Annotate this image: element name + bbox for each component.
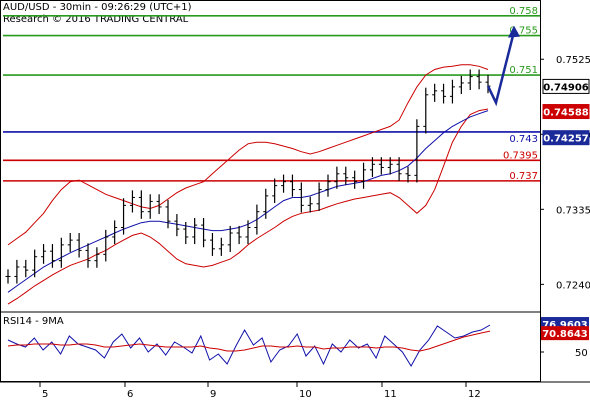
chart-title: AUD/USD - 30min - 09:26:29 (UTC+1): [3, 2, 192, 13]
level-label: 0.743: [509, 134, 538, 145]
rsi-value-box: [541, 326, 589, 341]
x-tick-label: 6: [127, 389, 133, 400]
level-label: 0.751: [509, 65, 538, 76]
price-box-support: [542, 104, 590, 120]
level-label: 0.755: [509, 26, 538, 37]
rsi-value-label: 76.9603: [542, 320, 588, 331]
price-box-label: 0.74257: [543, 134, 589, 145]
level-label: 0.7395: [503, 150, 538, 161]
bollinger-upper-band: [7, 64, 489, 246]
y-tick-label: 0.7335: [556, 205, 590, 216]
copyright-text: Research © 2016 TRADING CENTRAL: [3, 14, 189, 25]
x-tick-label: 9: [210, 389, 216, 400]
bollinger-lower-band: [7, 108, 489, 305]
price-box-pivot: [542, 130, 590, 146]
rsi-tick-label: 50: [575, 348, 588, 359]
rsi-line: [7, 324, 491, 367]
rsi-value-label: 70.8643: [542, 329, 588, 340]
rsi-ma-line: [7, 330, 491, 352]
y-tick-label: 0.7525: [556, 55, 590, 66]
projection-arrow: [486, 31, 516, 107]
price-box-label: 0.74588: [543, 108, 589, 119]
price-box-last: [542, 78, 590, 94]
projection-arrow-head: [508, 25, 520, 38]
x-tick-label: 11: [384, 389, 397, 400]
price-box-label: 0.74906: [543, 82, 589, 93]
x-tick-label: 12: [468, 389, 481, 400]
moving-average-line: [7, 110, 489, 293]
x-tick-label: 5: [42, 389, 48, 400]
level-label: 0.737: [509, 171, 538, 182]
level-label: 0.758: [509, 6, 538, 17]
y-tick-label: 0.7240: [556, 280, 590, 291]
rsi-pane-title: RSI14 - 9MA: [3, 316, 64, 327]
plot-frame: [0, 0, 541, 382]
x-tick-label: 10: [299, 389, 312, 400]
